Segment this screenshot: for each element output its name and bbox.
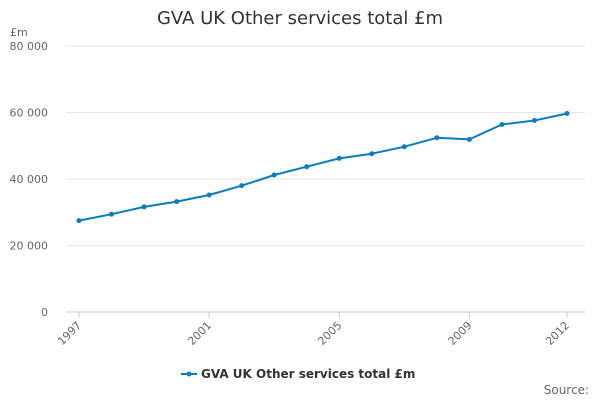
data-point[interactable]	[564, 110, 570, 116]
x-axis: 1997 2001 2005 2009 2012	[55, 311, 585, 348]
data-point[interactable]	[174, 199, 180, 205]
data-point[interactable]	[434, 135, 440, 141]
y-axis-unit-label: £m	[10, 26, 28, 39]
data-point[interactable]	[304, 164, 310, 170]
data-point[interactable]	[531, 117, 537, 123]
x-tick-label: 2001	[185, 319, 214, 348]
data-point[interactable]	[369, 151, 375, 157]
series-line	[78, 112, 568, 222]
x-tick-label: 2012	[543, 319, 572, 348]
legend-dot-marker	[186, 371, 192, 377]
y-tick-label: 80 000	[10, 40, 49, 53]
series-layer	[76, 110, 570, 224]
data-point[interactable]	[336, 155, 342, 161]
data-point[interactable]	[499, 121, 505, 127]
data-point[interactable]	[76, 218, 82, 224]
data-point[interactable]	[271, 172, 277, 178]
y-tick-label: 40 000	[10, 173, 49, 186]
data-point[interactable]	[239, 183, 245, 189]
legend-label: GVA UK Other services total £m	[201, 367, 415, 381]
chart-title: GVA UK Other services total £m	[157, 8, 443, 29]
x-tick-label: 2009	[446, 319, 475, 348]
y-tick-label: 0	[41, 306, 48, 319]
data-point[interactable]	[109, 211, 115, 217]
gridlines	[66, 45, 585, 313]
data-point[interactable]	[141, 204, 147, 210]
data-point[interactable]	[401, 144, 407, 150]
y-axis: 0 20 000 40 000 60 000 80 000	[10, 40, 49, 319]
data-point[interactable]	[466, 136, 472, 142]
data-point[interactable]	[206, 192, 212, 198]
source-label: Source:	[544, 383, 589, 397]
x-tick-label: 2005	[315, 319, 344, 348]
legend[interactable]: GVA UK Other services total £m	[181, 367, 415, 381]
y-tick-label: 20 000	[10, 240, 49, 253]
x-tick-label: 1997	[55, 319, 84, 348]
y-tick-label: 60 000	[10, 107, 49, 120]
